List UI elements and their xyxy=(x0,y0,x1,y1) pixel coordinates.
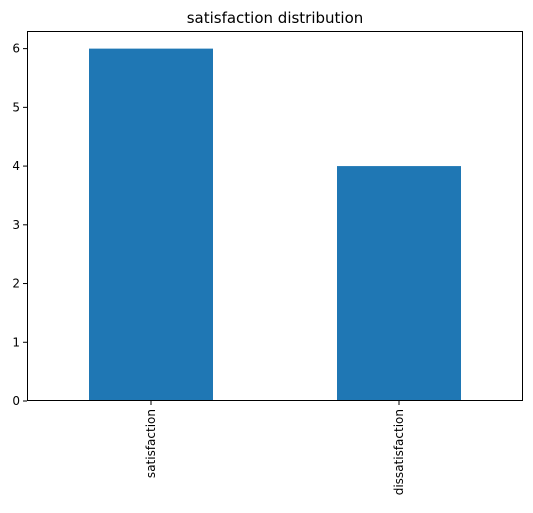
plot-frame xyxy=(27,31,523,401)
bar-group xyxy=(89,48,461,401)
chart-title: satisfaction distribution xyxy=(187,9,364,27)
x-tick-label: dissatisfaction xyxy=(392,409,406,495)
bar-satisfaction xyxy=(89,48,213,401)
y-tick-label: 0 xyxy=(12,394,20,408)
y-tick-label: 4 xyxy=(12,159,20,173)
x-tick-label: satisfaction xyxy=(144,409,158,478)
y-tick-label: 5 xyxy=(12,100,20,114)
bar-dissatisfaction xyxy=(337,166,461,401)
y-axis: 0 1 2 3 4 5 6 xyxy=(12,42,27,408)
y-tick-label: 6 xyxy=(12,42,20,56)
y-tick-label: 3 xyxy=(12,218,20,232)
y-tick-label: 1 xyxy=(12,335,20,349)
y-tick-label: 2 xyxy=(12,277,20,291)
x-axis: satisfaction dissatisfaction xyxy=(144,401,406,495)
